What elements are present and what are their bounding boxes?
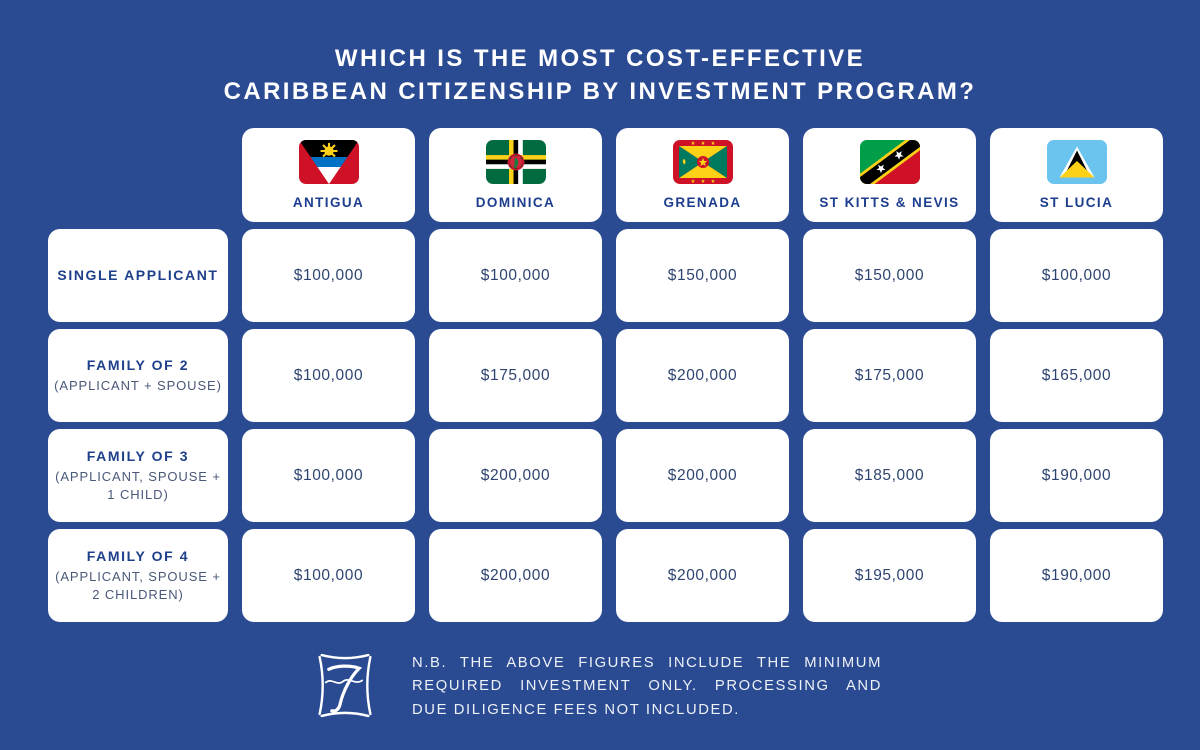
value-text: $100,000 — [293, 266, 364, 284]
row-header-single-applicant: SINGLE APPLICANT — [48, 229, 228, 322]
value-text: $150,000 — [854, 266, 925, 284]
value-cell: $100,000 — [242, 329, 415, 422]
value-text: $175,000 — [854, 366, 925, 384]
value-cell: $200,000 — [429, 529, 602, 622]
value-cell: $200,000 — [616, 329, 789, 422]
value-text: $100,000 — [1041, 266, 1112, 284]
value-text: $195,000 — [854, 566, 925, 584]
footnote-line-2: REQUIRED INVESTMENT ONLY. PROCESSING AND — [412, 678, 882, 695]
value-text: $100,000 — [293, 566, 364, 584]
row-label: SINGLE APPLICANT — [57, 266, 219, 283]
column-label: DOMINICA — [475, 195, 556, 210]
value-text: $165,000 — [1041, 366, 1112, 384]
table-corner-spacer — [48, 128, 228, 222]
column-header-grenada: GRENADA — [616, 128, 789, 222]
column-header-dominica: DOMINICA — [429, 128, 602, 222]
grenada-flag-icon — [672, 140, 733, 184]
value-text: $200,000 — [667, 566, 738, 584]
page-title-line-1: WHICH IS THE MOST COST-EFFECTIVE — [334, 45, 866, 73]
value-cell: $150,000 — [803, 229, 976, 322]
value-text: $200,000 — [667, 366, 738, 384]
value-text: $190,000 — [1041, 466, 1112, 484]
row-label: FAMILY OF 4 — [86, 547, 190, 564]
antigua-flag-icon — [298, 140, 359, 184]
value-cell: $190,000 — [990, 529, 1163, 622]
footnote-line-1: N.B. THE ABOVE FIGURES INCLUDE THE MINIM… — [412, 655, 882, 671]
value-text: $175,000 — [480, 366, 551, 384]
value-cell: $200,000 — [616, 529, 789, 622]
row-header-family-of-2: FAMILY OF 2 (APPLICANT + SPOUSE) — [48, 329, 228, 422]
column-label: GRENADA — [663, 195, 742, 210]
row-header-family-of-3: FAMILY OF 3 (APPLICANT, SPOUSE + 1 CHILD… — [48, 429, 228, 522]
value-cell: $175,000 — [429, 329, 602, 422]
value-cell: $100,000 — [990, 229, 1163, 322]
column-header-st-lucia: ST LUCIA — [990, 128, 1163, 222]
st-lucia-flag-icon — [1046, 140, 1107, 184]
value-cell: $100,000 — [242, 229, 415, 322]
column-label: ST KITTS & NEVIS — [819, 195, 960, 210]
value-cell: $195,000 — [803, 529, 976, 622]
value-text: $100,000 — [480, 266, 551, 284]
value-cell: $200,000 — [429, 429, 602, 522]
row-header-family-of-4: FAMILY OF 4 (APPLICANT, SPOUSE + 2 CHILD… — [48, 529, 228, 622]
value-text: $200,000 — [480, 466, 551, 484]
value-text: $200,000 — [667, 466, 738, 484]
brand-logo-icon — [312, 648, 378, 723]
value-text: $100,000 — [293, 466, 364, 484]
value-text: $185,000 — [854, 466, 925, 484]
footnote: N.B. THE ABOVE FIGURES INCLUDE THE MINIM… — [412, 652, 882, 722]
value-cell: $100,000 — [242, 429, 415, 522]
value-text: $100,000 — [293, 366, 364, 384]
value-cell: $175,000 — [803, 329, 976, 422]
row-sublabel: (APPLICANT, SPOUSE + 1 CHILD) — [55, 469, 221, 503]
row-sublabel: (APPLICANT + SPOUSE) — [54, 378, 222, 394]
value-cell: $165,000 — [990, 329, 1163, 422]
row-label: FAMILY OF 2 — [86, 356, 190, 373]
dominica-flag-icon — [485, 140, 546, 184]
page-title: WHICH IS THE MOST COST-EFFECTIVE CARIBBE… — [0, 42, 1200, 108]
st-kitts-nevis-flag-icon — [859, 140, 920, 184]
value-cell: $100,000 — [429, 229, 602, 322]
footnote-line-3: DUE DILIGENCE FEES NOT INCLUDED. — [412, 701, 741, 718]
row-sublabel: (APPLICANT, SPOUSE + 2 CHILDREN) — [55, 569, 221, 603]
value-cell: $190,000 — [990, 429, 1163, 522]
value-cell: $150,000 — [616, 229, 789, 322]
column-label: ANTIGUA — [292, 195, 365, 210]
value-text: $150,000 — [667, 266, 738, 284]
value-text: $190,000 — [1041, 566, 1112, 584]
value-cell: $185,000 — [803, 429, 976, 522]
row-label: FAMILY OF 3 — [86, 447, 190, 464]
comparison-table: ANTIGUA — [48, 128, 1163, 622]
column-header-st-kitts-nevis: ST KITTS & NEVIS — [803, 128, 976, 222]
page-title-line-2: CARIBBEAN CITIZENSHIP BY INVESTMENT PROG… — [223, 78, 977, 106]
column-label: ST LUCIA — [1039, 195, 1114, 210]
value-cell: $100,000 — [242, 529, 415, 622]
value-text: $200,000 — [480, 566, 551, 584]
value-cell: $200,000 — [616, 429, 789, 522]
column-header-antigua: ANTIGUA — [242, 128, 415, 222]
